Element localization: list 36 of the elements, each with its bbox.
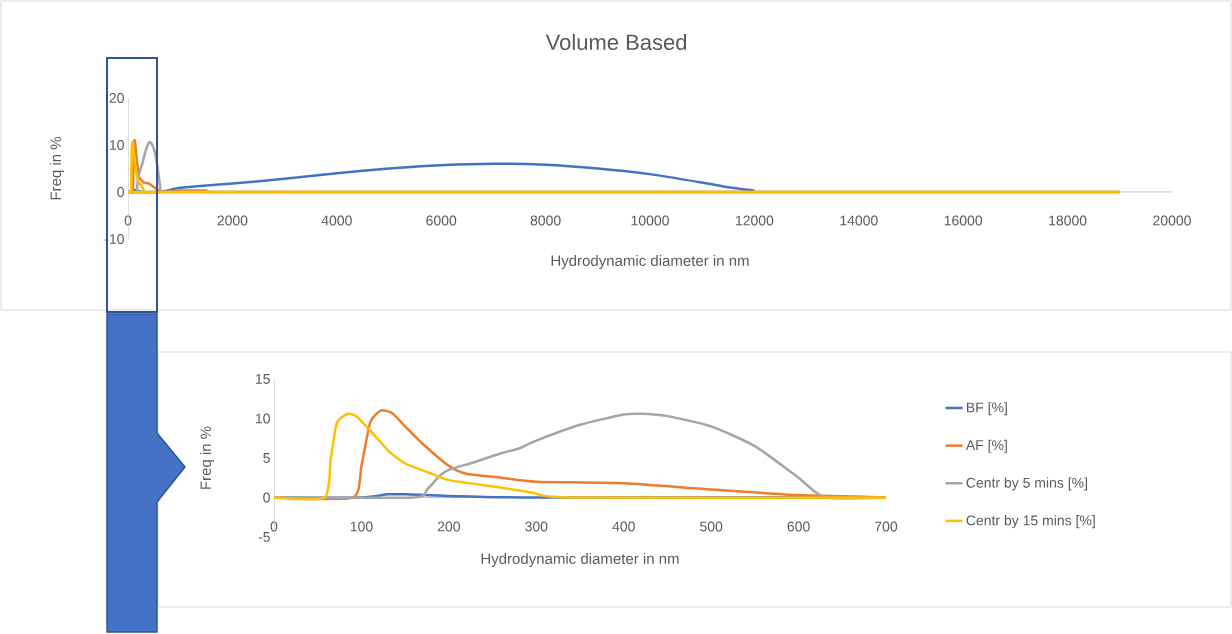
y-tick-label: 10: [109, 140, 124, 150]
x-tick-label: 8000: [530, 215, 561, 226]
x-tick-label: 400: [612, 521, 635, 532]
x-tick-label: 0: [124, 215, 132, 226]
x-tick-label: 20000: [1153, 215, 1191, 226]
x-tick-label: 600: [787, 521, 810, 532]
y-tick-label: 10: [255, 413, 270, 424]
y-tick-label: 20: [109, 93, 124, 103]
legend-label: BF [%]: [966, 402, 1007, 416]
y-tick-label: 0: [263, 492, 270, 503]
y-tick-label: -5: [258, 532, 270, 542]
y-tick-label: 5: [263, 453, 270, 463]
x-tick-label: 2000: [217, 215, 248, 226]
x-tick-label: 18000: [1049, 215, 1087, 226]
x-axis-title: Hydrodynamic diameter in nm: [481, 553, 679, 567]
x-tick-label: 500: [700, 521, 723, 532]
x-tick-label: 100: [350, 521, 373, 532]
x-tick-label: 4000: [321, 215, 352, 226]
y-axis-title: Freq in %: [50, 136, 64, 200]
x-tick-label: 300: [525, 521, 548, 532]
chart-title: Volume Based: [545, 33, 687, 51]
y-tick-label: 15: [255, 374, 270, 384]
y-axis-title: Freq in %: [200, 426, 214, 489]
x-tick-label: 6000: [426, 215, 457, 226]
legend-label: AF [%]: [965, 439, 1007, 453]
x-tick-label: 16000: [944, 215, 983, 226]
legend-label: Centr by 5 mins [%]: [966, 477, 1087, 491]
x-tick-label: 12000: [735, 215, 774, 226]
x-axis-title: Hydrodynamic diameter in nm: [551, 255, 749, 269]
x-tick-label: 14000: [840, 215, 878, 226]
y-tick-label: 0: [117, 187, 124, 197]
legend-label: Centr by 15 mins [%]: [966, 515, 1095, 529]
x-tick-label: 700: [875, 521, 898, 532]
x-tick-label: 10000: [631, 215, 669, 226]
x-tick-label: 0: [270, 521, 278, 532]
x-tick-label: 200: [437, 521, 460, 532]
